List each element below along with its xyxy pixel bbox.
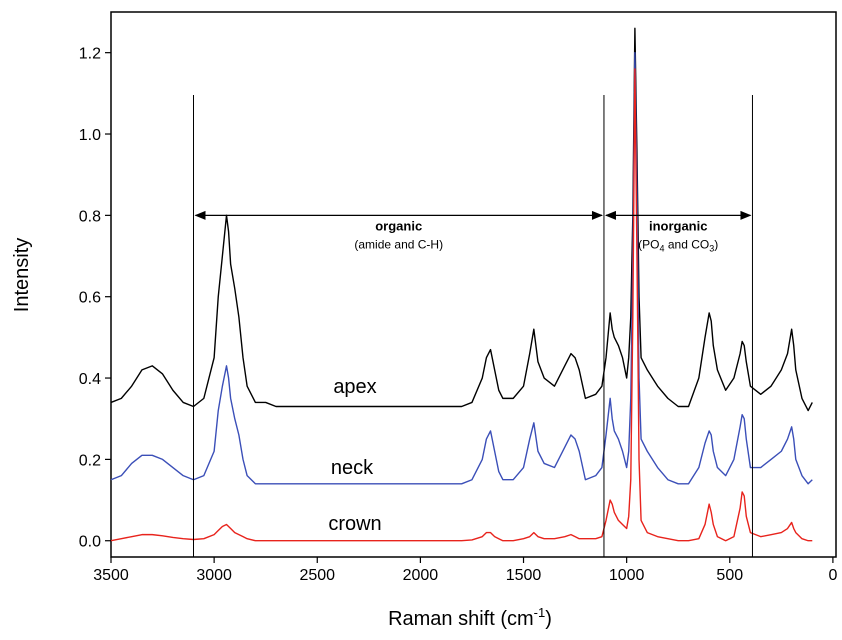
series-label: crown	[328, 513, 381, 535]
series-line	[110, 27, 813, 412]
region-sublabel-part: 4	[660, 243, 665, 253]
region-sublabel-part: (amide and C-H)	[354, 237, 443, 251]
region-sublabel: (PO4 and CO3)	[638, 237, 718, 253]
y-tick-label: 0.4	[79, 371, 101, 388]
x-axis-title: Raman shift (cm-1)	[388, 605, 552, 630]
region-label: inorganic	[649, 218, 708, 233]
region-sublabel-part: and CO	[665, 237, 710, 251]
plot-frame	[110, 11, 837, 558]
x-tick-label: 1500	[506, 567, 542, 584]
x-axis-title-part: Raman shift (cm	[388, 608, 534, 630]
x-tick-label: 2000	[403, 567, 439, 584]
region-sublabel: (amide and C-H)	[354, 237, 443, 251]
y-tick-label: 0.6	[79, 290, 101, 307]
region-sublabel-part: 3	[709, 243, 714, 253]
series-line	[110, 51, 813, 485]
y-axis-title: Intensity	[11, 238, 33, 312]
series-label: apex	[333, 376, 376, 398]
arrow-head	[740, 210, 752, 220]
x-tick-label: 2500	[299, 567, 335, 584]
arrow-head	[604, 210, 616, 220]
y-tick-label: 0.8	[79, 208, 101, 225]
y-tick-label: 1.2	[79, 46, 101, 63]
x-axis-title-part: )	[545, 608, 552, 630]
y-tick-label: 0.0	[79, 534, 101, 551]
x-tick-label: 0	[828, 567, 837, 584]
region-label: organic	[375, 218, 422, 233]
region-sublabel-part: )	[714, 237, 718, 251]
series-line	[110, 68, 813, 542]
y-tick-label: 0.2	[79, 452, 101, 469]
x-tick-label: 3000	[196, 567, 232, 584]
x-axis-title-sup: -1	[534, 605, 546, 620]
x-tick-label: 500	[716, 567, 743, 584]
region-sublabel-part: (PO	[638, 237, 659, 251]
y-tick-label: 1.0	[79, 127, 101, 144]
arrow-head	[591, 210, 603, 220]
x-tick-label: 3500	[93, 567, 129, 584]
series-label: neck	[331, 457, 374, 479]
x-tick-label: 1000	[609, 567, 645, 584]
arrow-head	[194, 210, 206, 220]
